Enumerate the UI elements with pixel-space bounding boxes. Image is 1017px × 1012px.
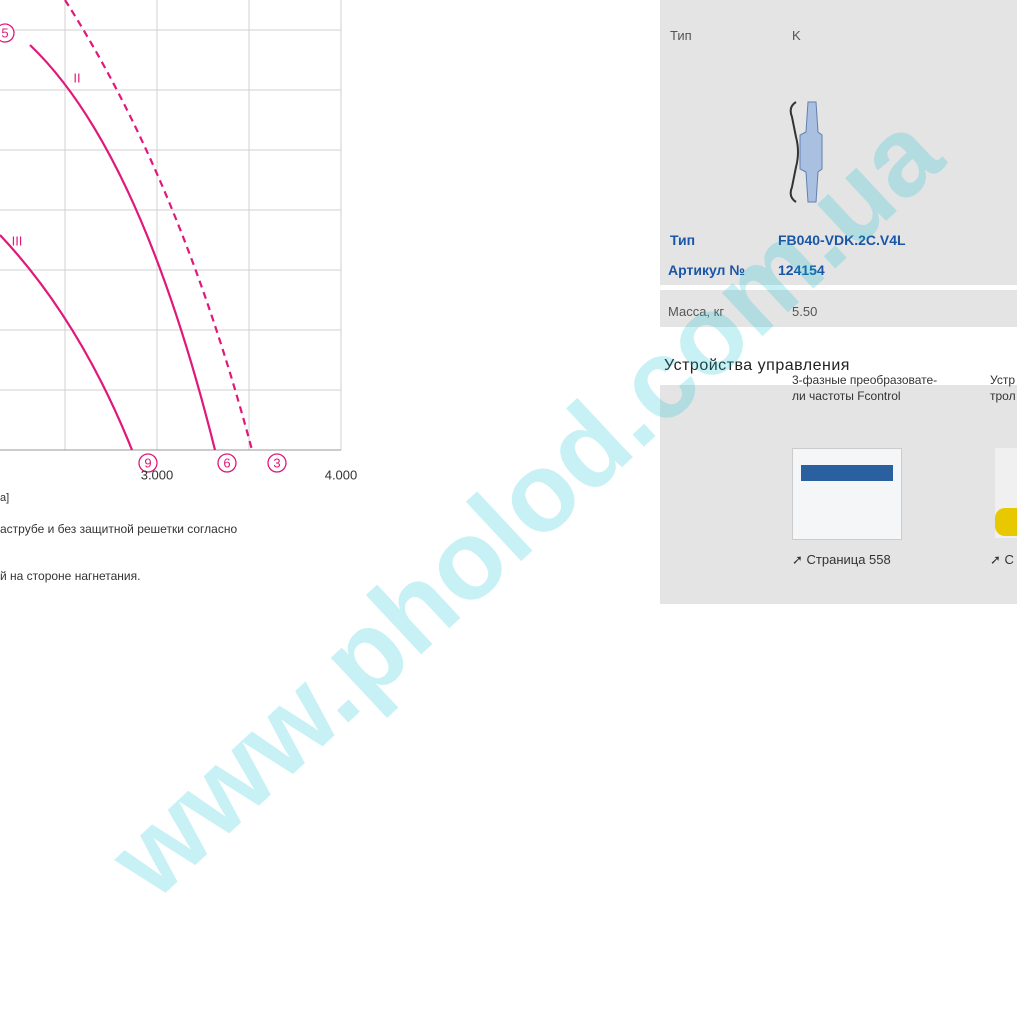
section-title: Устройства управления: [664, 357, 850, 374]
curve-label: II: [73, 70, 80, 85]
note: й на стороне нагнетания.: [0, 569, 140, 583]
product-image: [995, 448, 1017, 538]
spec-label: Тип: [670, 28, 692, 43]
separator: [660, 285, 1017, 290]
item-name: Устр: [990, 373, 1015, 387]
note: аструбе и без защитной решетки согласно: [0, 522, 237, 536]
page-ref[interactable]: Страница 558: [806, 552, 891, 567]
item-name: ли частоты Fcontrol: [792, 389, 901, 403]
point-label: 3: [273, 455, 280, 470]
spec-label: Масса, кг: [668, 304, 725, 319]
x-tick-label: 4.000: [325, 467, 358, 482]
spec-value: K: [792, 28, 801, 43]
axis-fragment: a]: [0, 492, 9, 504]
page-link[interactable]: ➚ Страница 558: [792, 552, 891, 567]
chart-fragment: 5 9 6 3 II III 3.000 4.000 a] аструбе и …: [0, 0, 358, 583]
grid: [0, 0, 342, 451]
page-link[interactable]: ➚ С: [990, 552, 1014, 567]
spec-value: 5.50: [792, 304, 818, 319]
point-label: 5: [1, 25, 8, 40]
item-name: 3-фазные преобразовате-: [792, 373, 938, 387]
spec-value: FB040-VDK.2C.V4L: [778, 232, 906, 248]
page-ref[interactable]: С: [1004, 552, 1014, 567]
separator: [660, 327, 1017, 385]
curve-label: III: [12, 233, 23, 248]
spec-label: Тип: [670, 232, 696, 248]
spec-label: Артикул №: [668, 262, 745, 278]
item-name: трол: [990, 389, 1016, 403]
x-tick-label: 3.000: [141, 467, 174, 482]
fan-drawing: [789, 101, 823, 203]
point-label: 6: [223, 455, 230, 470]
curves: [0, 0, 254, 451]
spec-value: 124154: [778, 262, 825, 278]
point-circles: [0, 23, 287, 473]
product-image: [792, 448, 902, 540]
point-label: 9: [144, 455, 151, 470]
